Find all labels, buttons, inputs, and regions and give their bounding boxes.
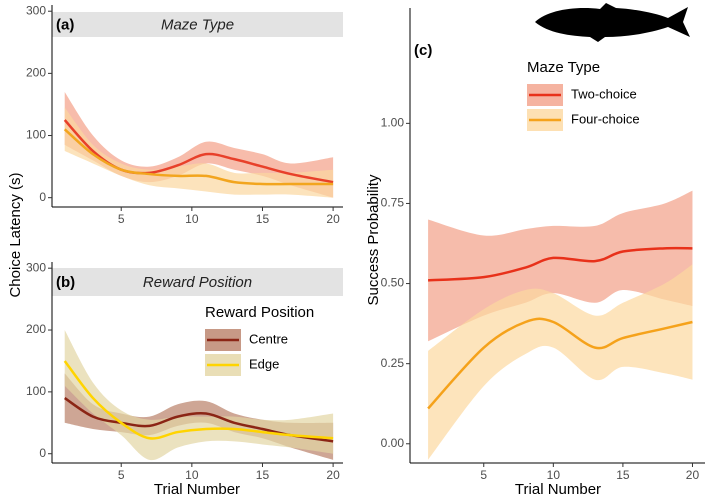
x-tick-label: 10: [185, 212, 199, 226]
y-tick-label: 0.50: [381, 276, 405, 290]
legend-title: Maze Type: [527, 59, 600, 76]
legend-label: Centre: [249, 331, 288, 346]
y-tick-label: 100: [26, 384, 46, 398]
x-axis-title: Trial Number: [515, 481, 601, 498]
confidence-band: [64, 330, 334, 461]
x-tick-label: 15: [616, 468, 630, 482]
x-tick-label: 15: [256, 212, 270, 226]
y-tick-label: 0.00: [381, 436, 405, 450]
y-tick-label: 1.00: [381, 116, 405, 130]
strip-bg: [52, 12, 343, 37]
strip-bg: [52, 268, 343, 296]
panel-tag: (a): [56, 16, 74, 33]
strip-label: Reward Position: [143, 274, 252, 291]
trend-line: [427, 317, 693, 410]
trend-line: [428, 246, 693, 282]
y-tick-label: 0.25: [381, 356, 405, 370]
panel-tag: (b): [56, 274, 75, 291]
x-tick-label: 10: [185, 468, 199, 482]
fish-icon: [535, 3, 690, 42]
x-tick-label: 20: [686, 468, 700, 482]
y-tick-label: 0: [39, 190, 46, 204]
x-tick-label: 20: [326, 468, 340, 482]
confidence-band: [64, 107, 334, 198]
legend-label: Two-choice: [571, 86, 637, 101]
trend-line: [63, 128, 334, 186]
x-tick-label: 5: [118, 468, 125, 482]
x-tick-label: 5: [480, 468, 487, 482]
x-axis-title: Trial Number: [154, 481, 240, 498]
legend-title: Reward Position: [205, 304, 314, 321]
panel-tag: (c): [414, 42, 432, 59]
x-tick-label: 15: [256, 468, 270, 482]
legend-label: Edge: [249, 356, 279, 371]
y-tick-label: 0.75: [381, 196, 405, 210]
trend-line: [63, 360, 334, 440]
y-tick-label: 100: [26, 128, 46, 142]
y-axis-title: Success Probability: [365, 174, 382, 305]
x-tick-label: 10: [547, 468, 561, 482]
legend-label: Four-choice: [571, 111, 640, 126]
y-tick-label: 200: [26, 322, 46, 336]
y-tick-label: 0: [39, 446, 46, 460]
y-tick-label: 300: [26, 260, 46, 274]
y-tick-label: 300: [26, 3, 46, 17]
y-axis-title: Choice Latency (s): [7, 172, 24, 297]
x-tick-label: 20: [326, 212, 340, 226]
strip-label: Maze Type: [161, 16, 234, 33]
confidence-band: [428, 264, 693, 460]
x-tick-label: 5: [118, 212, 125, 226]
y-tick-label: 200: [26, 66, 46, 80]
trend-line: [64, 397, 334, 443]
